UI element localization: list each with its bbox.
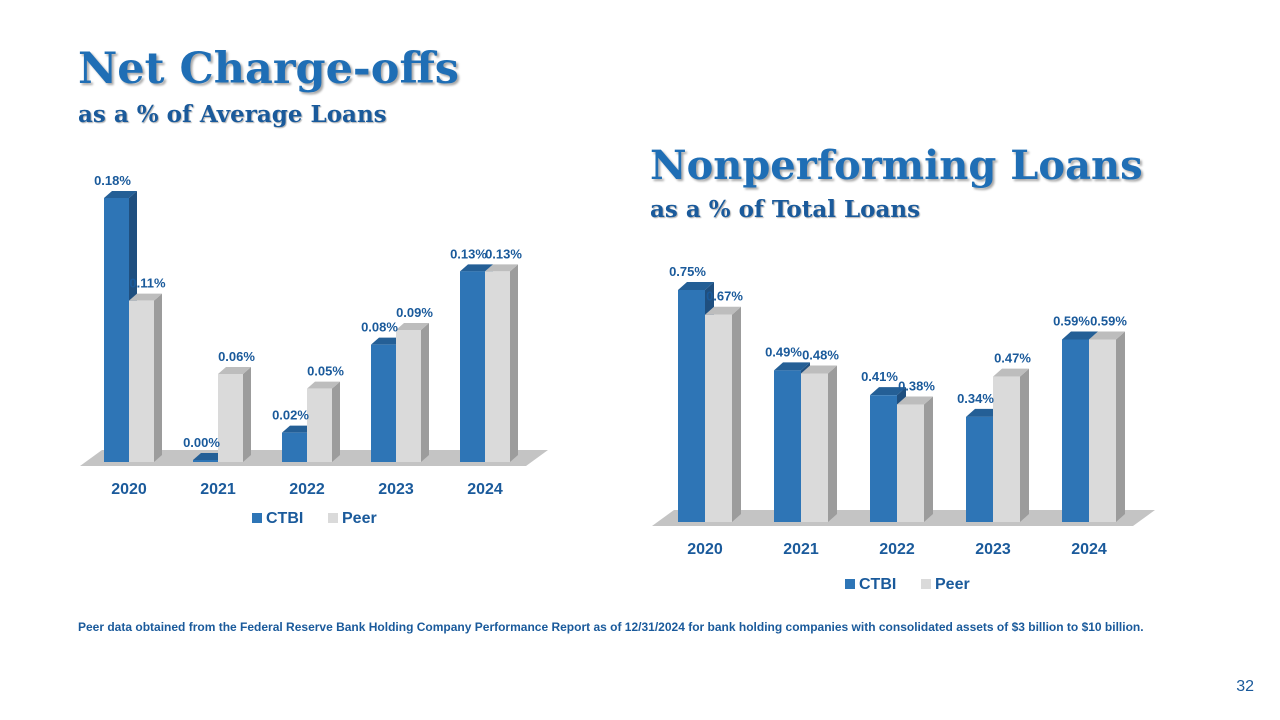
peer-bar-2023 bbox=[993, 368, 1029, 522]
peer-bar-2020 bbox=[705, 306, 741, 522]
category-label-2024: 2024 bbox=[467, 481, 503, 498]
ctbi-label-2021: 0.00% bbox=[183, 435, 220, 450]
chart2-subtitle: as a % of Total Loans bbox=[650, 196, 921, 223]
legend-swatch-peer bbox=[328, 513, 338, 523]
category-label-2020: 2020 bbox=[111, 481, 147, 498]
ctbi-label-2021: 0.49% bbox=[765, 344, 802, 359]
legend-swatch-ctbi bbox=[845, 579, 855, 589]
data-labels: 0.18% 0.11% 0.00% 0.06% 0.02% 0.05% 0.08%0.09%… bbox=[94, 173, 522, 450]
peer-bar-2024 bbox=[1089, 331, 1125, 522]
peer-label-2023: 0.09% bbox=[396, 305, 433, 320]
ctbi-label-2022: 0.02% bbox=[272, 408, 309, 423]
peer-bar-2022 bbox=[307, 381, 340, 462]
peer-label-2024: 0.59% bbox=[1090, 313, 1127, 328]
ctbi-label-2020: 0.18% bbox=[94, 173, 131, 188]
peer-bar-2024 bbox=[485, 264, 518, 462]
category-label-2024: 2024 bbox=[1071, 541, 1107, 558]
peer-label-2020: 0.67% bbox=[706, 289, 743, 304]
ctbi-label-2024: 0.13% bbox=[450, 246, 487, 261]
ctbi-label-2020: 0.75% bbox=[669, 264, 706, 279]
ctbi-label-2023: 0.34% bbox=[957, 391, 994, 406]
peer-label-2024: 0.13% bbox=[485, 246, 522, 261]
peer-label-2021: 0.06% bbox=[218, 349, 255, 364]
category-label-2023: 2023 bbox=[975, 541, 1011, 558]
chart1-title: Net Charge-offs bbox=[78, 44, 459, 94]
legend-label-peer: Peer bbox=[342, 510, 377, 527]
legend: CTBI Peer bbox=[252, 510, 377, 527]
peer-bar-2023 bbox=[396, 323, 429, 462]
legend-label-ctbi: CTBI bbox=[859, 576, 896, 593]
legend-swatch-peer bbox=[921, 579, 931, 589]
category-label-2022: 2022 bbox=[289, 481, 325, 498]
ctbi-label-2023: 0.08% bbox=[361, 320, 398, 335]
chart2-title: Nonperforming Loans bbox=[650, 142, 1143, 189]
legend-label-peer: Peer bbox=[935, 576, 970, 593]
category-label-2020: 2020 bbox=[687, 541, 723, 558]
category-label-2022: 2022 bbox=[879, 541, 915, 558]
data-labels: 0.75%0.67% 0.49% 0.48% 0.41%0.38% 0.34% 0.47%… bbox=[669, 264, 1127, 406]
chart1-subtitle: as a % of Average Loans bbox=[78, 101, 387, 128]
peer-bar-2021 bbox=[218, 367, 251, 462]
peer-label-2022: 0.38% bbox=[898, 378, 935, 393]
ctbi-label-2022: 0.41% bbox=[861, 369, 898, 384]
footnote: Peer data obtained from the Federal Rese… bbox=[78, 620, 1144, 634]
ctbi-label-2024: 0.59% bbox=[1053, 313, 1090, 328]
peer-label-2023: 0.47% bbox=[994, 351, 1031, 366]
bars bbox=[678, 282, 1125, 522]
page-number: 32 bbox=[1236, 678, 1254, 695]
bars bbox=[104, 191, 518, 462]
category-label-2021: 2021 bbox=[200, 481, 236, 498]
peer-bar-2020 bbox=[129, 293, 162, 462]
legend-label-ctbi: CTBI bbox=[266, 510, 303, 527]
peer-label-2022: 0.05% bbox=[307, 364, 344, 379]
category-label-2021: 2021 bbox=[783, 541, 819, 558]
peer-bar-2021 bbox=[801, 365, 837, 522]
legend-swatch-ctbi bbox=[252, 513, 262, 523]
peer-label-2021: 0.48% bbox=[802, 348, 839, 363]
peer-label-2020: 0.11% bbox=[129, 276, 166, 291]
legend: CTBI Peer bbox=[845, 576, 970, 593]
peer-bar-2022 bbox=[897, 396, 933, 522]
category-label-2023: 2023 bbox=[378, 481, 414, 498]
